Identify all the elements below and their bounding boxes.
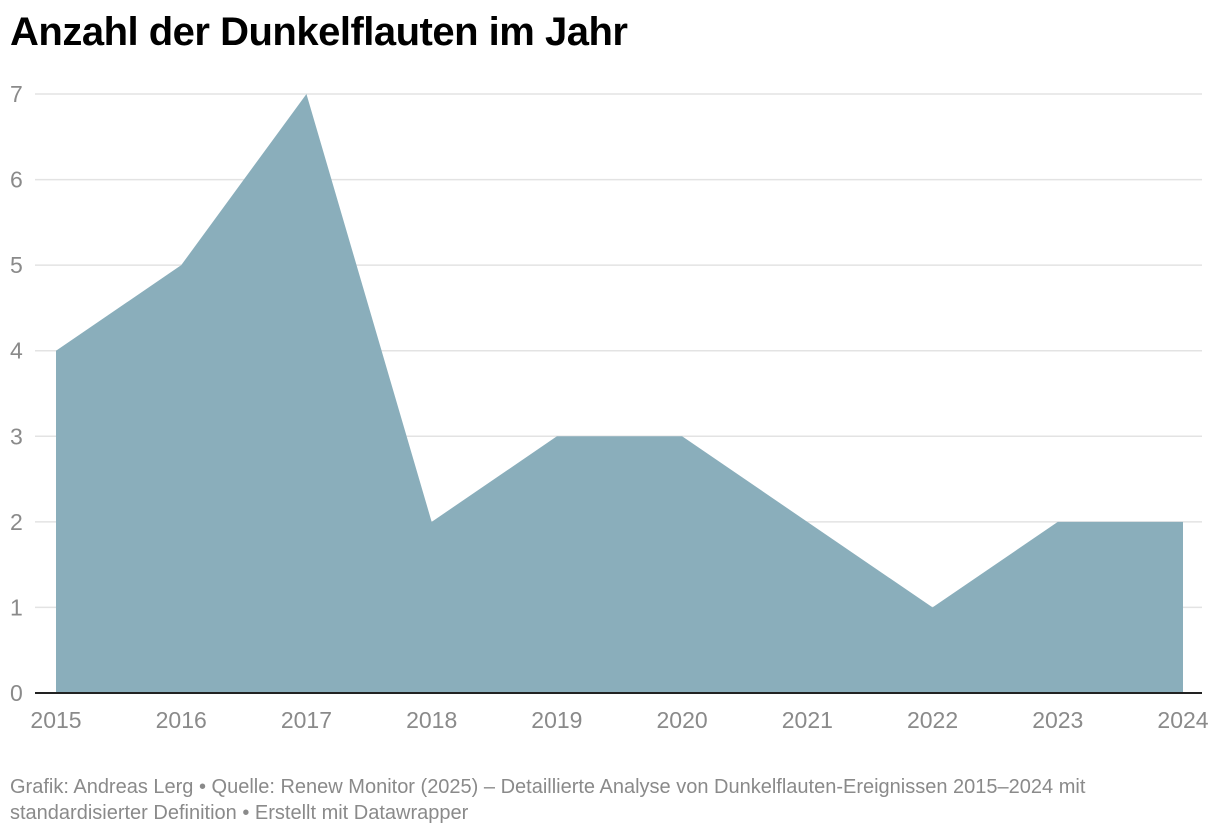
chart-title: Anzahl der Dunkelflauten im Jahr [10,10,628,54]
area-fill [56,94,1183,693]
x-tick-label-2017: 2017 [281,707,332,733]
y-tick-label-6: 6 [10,167,23,193]
x-axis-ticks: 2015 2016 2017 2018 2019 2020 2021 2022 2023 2024 [30,707,1208,733]
x-tick-label-2024: 2024 [1157,707,1208,733]
y-tick-label-3: 3 [10,423,23,449]
y-axis-ticks: 0 1 2 3 4 5 6 7 [10,81,23,706]
x-tick-label-2016: 2016 [156,707,207,733]
x-tick-label-2015: 2015 [30,707,81,733]
y-tick-label-7: 7 [10,81,23,107]
y-tick-label-4: 4 [10,338,23,364]
y-tick-label-2: 2 [10,509,23,535]
x-tick-label-2019: 2019 [531,707,582,733]
source-footer: Grafik: Andreas Lerg • Quelle: Renew Mon… [10,776,1086,824]
x-tick-label-2021: 2021 [782,707,833,733]
y-tick-label-1: 1 [10,594,23,620]
y-tick-label-0: 0 [10,680,23,706]
area-chart: 0 1 2 3 4 5 6 7 2015 2016 2017 2018 2019 2020 2021 202… [10,81,1209,733]
x-tick-label-2023: 2023 [1032,707,1083,733]
x-tick-label-2020: 2020 [657,707,708,733]
x-tick-label-2018: 2018 [406,707,457,733]
y-tick-label-5: 5 [10,252,23,278]
area-series [56,94,1183,693]
x-tick-label-2022: 2022 [907,707,958,733]
